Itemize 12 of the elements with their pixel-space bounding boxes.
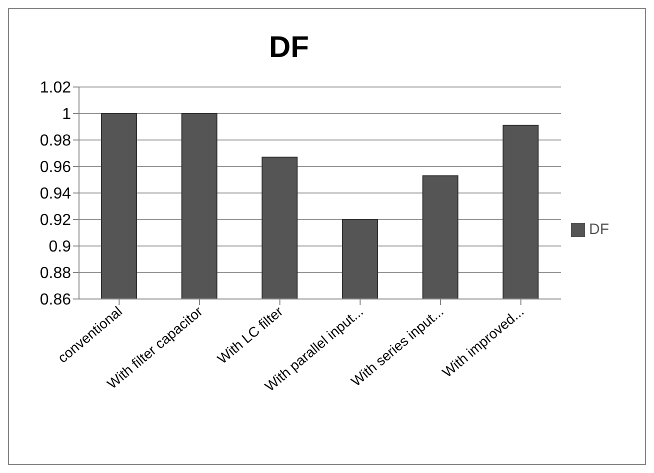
y-tick-label: 0.88 bbox=[40, 265, 72, 282]
chart-title: DF bbox=[268, 31, 310, 65]
y-tick-label: 0.9 bbox=[48, 238, 72, 256]
y-tick-label: 1.02 bbox=[40, 80, 72, 97]
y-tick-label: 1 bbox=[62, 106, 72, 124]
y-tick-label: 0.96 bbox=[40, 159, 72, 176]
y-tick-label: 0.92 bbox=[40, 212, 72, 230]
x-tick-label: With LC filter bbox=[214, 302, 286, 367]
legend-label: DF bbox=[589, 220, 609, 238]
y-tick-label: 0.94 bbox=[40, 186, 72, 203]
y-tick-label: 0.98 bbox=[40, 132, 72, 150]
y-tick-label: 0.86 bbox=[40, 292, 72, 309]
